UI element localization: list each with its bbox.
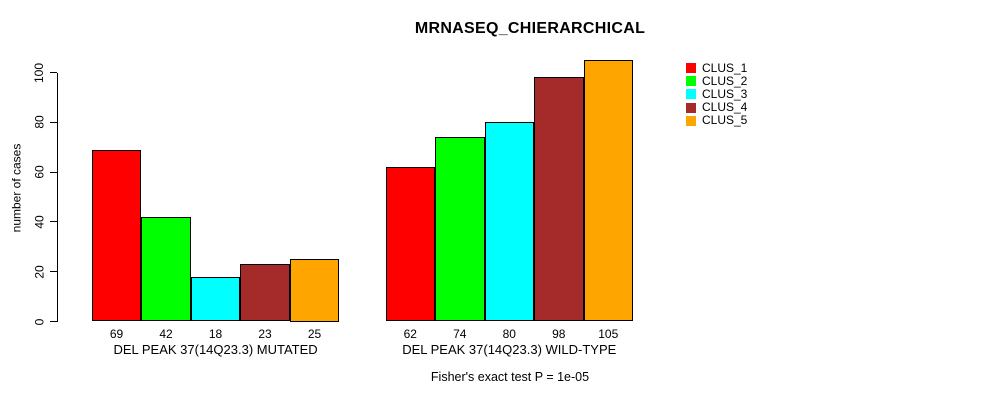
y-tick-label: 100	[33, 53, 47, 93]
bar-clus_1	[385, 167, 435, 322]
y-tick-label-text: 80	[32, 115, 47, 129]
y-tick-label: 0	[33, 302, 47, 342]
y-axis-line	[56, 72, 58, 322]
bar-value-label: 98	[552, 327, 566, 341]
bar-clus_3	[190, 276, 241, 322]
y-tick-label-text: 0	[32, 318, 47, 325]
bar-value-label: 69	[109, 327, 124, 341]
bar-clus_5	[583, 60, 633, 322]
legend-label: CLUS_3	[702, 86, 748, 101]
legend-item: CLUS_3	[686, 86, 748, 101]
y-tick-label: 20	[32, 252, 47, 292]
bar-clus_4	[240, 264, 290, 322]
y-tick	[49, 321, 57, 322]
y-axis-label-text: number of cases	[9, 143, 23, 233]
group-label: DEL PEAK 37(14Q23.3) WILD-TYPE	[402, 342, 617, 357]
y-tick-label-text: 60	[32, 165, 47, 179]
bar-value-label: 62	[403, 327, 417, 341]
y-tick-label: 60	[32, 152, 47, 192]
bar-clus_2	[141, 216, 191, 322]
legend-swatch-clus_1	[686, 63, 696, 73]
y-tick	[49, 72, 57, 73]
group-label: DEL PEAK 37(14Q23.3) MUTATED	[113, 342, 318, 357]
legend-item: CLUS_1	[686, 60, 748, 75]
legend-item: CLUS_4	[686, 100, 748, 115]
y-tick-label-text: 20	[32, 265, 47, 279]
legend-swatch-clus_3	[686, 89, 696, 100]
bar-clus_5	[289, 259, 340, 322]
y-tick	[49, 221, 57, 223]
bar-value-label: 80	[502, 327, 516, 341]
fisher-test-annotation: Fisher's exact test P = 1e-05	[430, 370, 590, 384]
bar-clus_4	[534, 77, 584, 322]
legend-label: CLUS_1	[702, 60, 748, 75]
legend-label: CLUS_2	[702, 73, 748, 88]
y-tick	[49, 121, 57, 123]
legend-item: CLUS_2	[686, 73, 748, 88]
bar-value-label: 25	[307, 327, 322, 341]
y-tick-label-text: 40	[32, 215, 47, 229]
y-tick-label-text: 100	[32, 62, 47, 83]
bar-value-label: 42	[159, 327, 173, 341]
legend-swatch-clus_4	[686, 102, 696, 113]
legend-item: CLUS_5	[686, 113, 748, 128]
y-tick-label: 80	[32, 102, 47, 142]
legend-swatch-clus_2	[686, 76, 696, 87]
bar-clus_3	[484, 122, 534, 322]
y-tick	[49, 171, 57, 173]
legend-label: CLUS_5	[702, 113, 748, 128]
legend-label: CLUS_4	[702, 100, 748, 115]
chart-title: MRNASEQ_CHIERARCHICAL	[414, 20, 646, 37]
bar-value-label: 23	[258, 327, 272, 341]
bar-value-label: 18	[208, 327, 223, 341]
y-axis-label: number of cases	[6, 128, 26, 248]
legend: CLUS_1 CLUS_2 CLUS_3 CLUS_4 CLUS_5	[686, 0, 826, 140]
y-tick-label: 40	[32, 202, 47, 242]
bar-clus_2	[435, 137, 485, 322]
bar-value-label: 105	[598, 327, 619, 341]
y-tick	[49, 271, 57, 273]
legend-swatch-clus_5	[686, 115, 696, 126]
bar-clus_1	[91, 149, 142, 322]
bar-value-label: 74	[453, 327, 467, 341]
